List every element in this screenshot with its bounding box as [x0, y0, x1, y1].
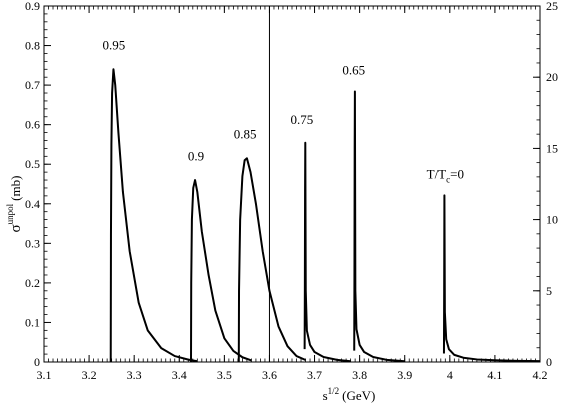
annotation-t-over-tc: T/Tc=0	[427, 166, 464, 184]
curve-annotation: 0.95	[103, 38, 126, 53]
annotation-t-over-tc-sub: c	[446, 174, 450, 184]
x-tick-label: 3.9	[397, 368, 412, 382]
y-left-tick-label: 0.1	[25, 315, 40, 329]
x-tick-label: 4	[447, 368, 453, 382]
x-tick-label: 3.7	[307, 368, 322, 382]
series-curve-0-65	[353, 90, 405, 363]
series-curve-0-9	[190, 179, 252, 363]
curve-annotation: 0.85	[234, 127, 257, 142]
x-axis-label-sup: 1/2	[328, 386, 340, 396]
y-right-tick-label: 25	[546, 0, 558, 13]
y-axis-label-unit: (mb)	[8, 176, 23, 201]
series-curve-0-75	[303, 141, 351, 363]
x-axis-label: s1/2 (GeV)	[323, 386, 376, 403]
x-tick-label: 4.2	[533, 368, 548, 382]
x-axis-label-main: s	[323, 388, 328, 403]
y-right-tick-label: 10	[546, 213, 558, 227]
series-curve-0-85	[237, 157, 306, 363]
curve-annotation: 0.75	[291, 112, 314, 127]
y-left-tick-label: 0.3	[25, 236, 40, 250]
y-left-tick-label: 0.6	[25, 118, 40, 132]
y-left-tick-label: 0.4	[25, 197, 40, 211]
x-tick-label: 3.1	[37, 368, 52, 382]
y-right-tick-label: 20	[546, 70, 558, 84]
y-left-tick-label: 0.8	[25, 39, 40, 53]
y-left-tick-label: 0.2	[25, 276, 40, 290]
y-axis-label: σunpol (mb)	[5, 176, 24, 233]
y-right-tick-label: 0	[546, 355, 552, 369]
x-tick-label: 3.4	[172, 368, 187, 382]
y-axis-label-main: σ	[8, 224, 24, 232]
annotation-t-over-tc-suffix: =0	[450, 166, 464, 181]
x-axis-label-unit: (GeV)	[342, 388, 375, 403]
x-tick-label: 3.2	[82, 368, 97, 382]
series-curve-0-95	[109, 68, 198, 363]
x-tick-label: 4.1	[487, 368, 502, 382]
y-axis-label-sup: unpol	[5, 203, 15, 224]
x-tick-label: 3.3	[127, 368, 142, 382]
y-left-tick-label: 0	[34, 355, 40, 369]
y-left-tick-label: 0.7	[25, 78, 40, 92]
y-left-tick-label: 0.9	[25, 0, 40, 13]
y-right-tick-label: 5	[546, 284, 552, 298]
x-tick-label: 3.8	[352, 368, 367, 382]
curve-annotation: 0.9	[188, 148, 204, 163]
annotation-t-over-tc-prefix: T/T	[427, 166, 447, 181]
y-right-tick-label: 15	[546, 141, 558, 155]
y-left-tick-label: 0.5	[25, 157, 40, 171]
series-curve-t-t-c-0	[442, 194, 541, 363]
x-tick-label: 3.5	[217, 368, 232, 382]
curve-annotation: 0.65	[342, 62, 365, 77]
x-tick-label: 3.6	[262, 368, 277, 382]
